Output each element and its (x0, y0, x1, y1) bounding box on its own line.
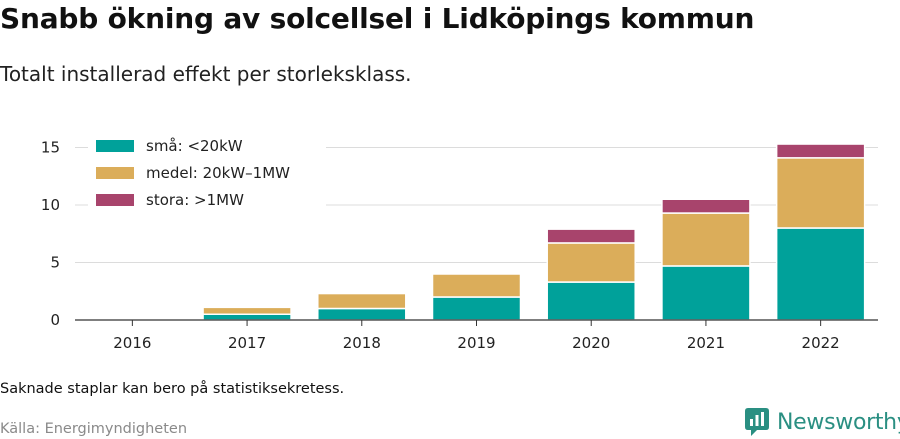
bar-segment (546, 281, 636, 321)
legend-label: medel: 20kW–1MW (146, 164, 290, 182)
newsworthy-logo-icon (745, 408, 769, 436)
y-tick-label: 10 (41, 196, 60, 214)
y-tick-label: 5 (50, 254, 60, 272)
x-tick-label: 2020 (572, 334, 610, 352)
legend-label: små: <20kW (146, 137, 243, 155)
brand-logo: Newsworthy (744, 406, 900, 438)
bar-segment (431, 296, 522, 321)
stacked-bar-chart: 0 5 10 15 2016 2017 2018 2019 2020 2021 2022 små: … (40, 132, 878, 352)
y-tick-label: 15 (41, 139, 60, 157)
legend-swatch (96, 167, 134, 179)
x-tick-label: 2017 (228, 334, 266, 352)
bar-segment (431, 273, 522, 298)
x-tick-label: 2022 (802, 334, 840, 352)
legend-swatch (96, 140, 134, 152)
x-tick-label: 2018 (343, 334, 381, 352)
bar-segment (661, 265, 751, 321)
bar-segment (775, 157, 866, 229)
bar-segment (775, 227, 866, 321)
bar-segment (661, 198, 751, 214)
bar-segment (317, 292, 407, 310)
x-tick-label: 2016 (113, 334, 151, 352)
bar-segment (202, 306, 292, 316)
x-tick-label: 2019 (457, 334, 495, 352)
bar-segment (202, 313, 292, 321)
legend: små: <20kW medel: 20kW–1MW stora: >1MW (88, 132, 326, 212)
chart-title: Snabb ökning av solcellsel i Lidköpings … (0, 2, 755, 35)
y-tick-label: 0 (50, 311, 60, 329)
axes: 0 5 10 15 2016 2017 2018 2019 2020 2021 2022 (41, 139, 878, 352)
bar-segment (775, 143, 866, 159)
bar-segment (546, 242, 636, 283)
legend-swatch (96, 194, 134, 206)
legend-label: stora: >1MW (146, 191, 244, 209)
x-tick-label: 2021 (687, 334, 725, 352)
bar-segment (661, 212, 751, 267)
chart-subtitle: Totalt installerad effekt per storlekskl… (0, 62, 412, 86)
bar-segment (546, 228, 636, 244)
footnote: Saknade staplar kan bero på statistiksek… (0, 381, 345, 397)
bar-segment (317, 307, 407, 321)
brand-name: Newsworthy (777, 409, 900, 435)
source-credit: Källa: Energimyndigheten (0, 421, 188, 437)
